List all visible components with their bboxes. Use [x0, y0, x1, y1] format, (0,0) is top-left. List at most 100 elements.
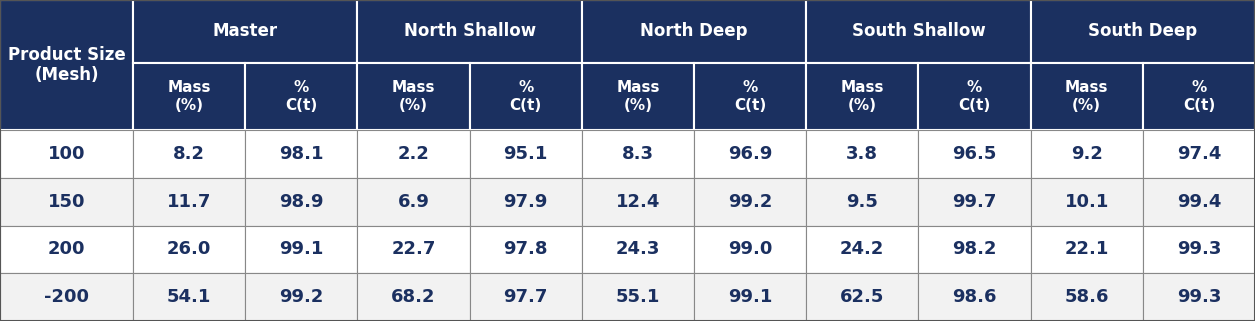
Text: 26.0: 26.0: [167, 240, 211, 258]
Text: 9.5: 9.5: [846, 193, 878, 211]
Bar: [469, 273, 582, 321]
Text: 62.5: 62.5: [840, 288, 885, 306]
Text: Mass
(%): Mass (%): [1065, 80, 1108, 113]
Bar: [133, 130, 245, 178]
Bar: [919, 273, 1030, 321]
Text: 100: 100: [48, 145, 85, 163]
Text: South Shallow: South Shallow: [852, 22, 985, 40]
Bar: [919, 178, 1030, 225]
Text: Mass
(%): Mass (%): [167, 80, 211, 113]
Bar: [133, 63, 245, 130]
Text: 99.3: 99.3: [1177, 288, 1221, 306]
Bar: [133, 178, 245, 225]
Bar: [694, 178, 806, 225]
Text: 97.9: 97.9: [503, 193, 548, 211]
Text: %
C(t): % C(t): [510, 80, 542, 113]
Text: 99.3: 99.3: [1177, 240, 1221, 258]
Bar: [1030, 0, 1255, 63]
Text: 8.2: 8.2: [173, 145, 205, 163]
Text: %
C(t): % C(t): [1182, 80, 1215, 113]
Bar: [358, 225, 469, 273]
Bar: [1030, 63, 1143, 130]
Bar: [245, 130, 358, 178]
Bar: [694, 225, 806, 273]
Text: Mass
(%): Mass (%): [841, 80, 884, 113]
Text: 99.7: 99.7: [953, 193, 996, 211]
Text: North Shallow: North Shallow: [404, 22, 536, 40]
Bar: [919, 130, 1030, 178]
Text: %
C(t): % C(t): [959, 80, 990, 113]
Bar: [919, 63, 1030, 130]
Text: Product Size
(Mesh): Product Size (Mesh): [8, 46, 126, 84]
Text: 99.2: 99.2: [728, 193, 772, 211]
Text: 22.1: 22.1: [1064, 240, 1109, 258]
Text: 10.1: 10.1: [1064, 193, 1109, 211]
Text: 98.1: 98.1: [279, 145, 324, 163]
Bar: [245, 273, 358, 321]
Text: Master: Master: [212, 22, 277, 40]
Bar: [245, 225, 358, 273]
Text: 3.8: 3.8: [846, 145, 878, 163]
Text: 99.1: 99.1: [728, 288, 772, 306]
Bar: [358, 0, 582, 63]
Bar: [469, 225, 582, 273]
Text: 68.2: 68.2: [392, 288, 435, 306]
Text: %
C(t): % C(t): [734, 80, 767, 113]
Bar: [1030, 130, 1143, 178]
Bar: [245, 178, 358, 225]
Text: 24.2: 24.2: [840, 240, 885, 258]
Bar: [1143, 63, 1255, 130]
Text: 24.3: 24.3: [616, 240, 660, 258]
Text: 99.0: 99.0: [728, 240, 772, 258]
Bar: [806, 178, 919, 225]
Text: 98.2: 98.2: [953, 240, 996, 258]
Bar: [133, 0, 358, 63]
Bar: [582, 225, 694, 273]
Text: 200: 200: [48, 240, 85, 258]
Bar: [1030, 178, 1143, 225]
Bar: [694, 130, 806, 178]
Bar: [0, 273, 133, 321]
Text: 55.1: 55.1: [616, 288, 660, 306]
Bar: [582, 130, 694, 178]
Bar: [469, 178, 582, 225]
Text: 58.6: 58.6: [1064, 288, 1109, 306]
Text: 8.3: 8.3: [622, 145, 654, 163]
Text: 98.6: 98.6: [953, 288, 996, 306]
Bar: [358, 273, 469, 321]
Text: 97.4: 97.4: [1177, 145, 1221, 163]
Text: 96.9: 96.9: [728, 145, 772, 163]
Text: -200: -200: [44, 288, 89, 306]
Bar: [1143, 130, 1255, 178]
Text: 12.4: 12.4: [616, 193, 660, 211]
Bar: [133, 273, 245, 321]
Text: 54.1: 54.1: [167, 288, 211, 306]
Bar: [0, 178, 133, 225]
Text: 97.7: 97.7: [503, 288, 548, 306]
Text: 99.4: 99.4: [1177, 193, 1221, 211]
Bar: [133, 225, 245, 273]
Text: 97.8: 97.8: [503, 240, 548, 258]
Bar: [1143, 225, 1255, 273]
Text: 6.9: 6.9: [398, 193, 429, 211]
Bar: [806, 130, 919, 178]
Bar: [0, 0, 133, 130]
Text: North Deep: North Deep: [640, 22, 748, 40]
Bar: [694, 273, 806, 321]
Text: Mass
(%): Mass (%): [616, 80, 660, 113]
Text: 22.7: 22.7: [392, 240, 435, 258]
Bar: [1030, 225, 1143, 273]
Bar: [806, 63, 919, 130]
Bar: [582, 273, 694, 321]
Bar: [0, 130, 133, 178]
Text: %
C(t): % C(t): [285, 80, 318, 113]
Bar: [694, 63, 806, 130]
Bar: [0, 225, 133, 273]
Text: 11.7: 11.7: [167, 193, 211, 211]
Text: 9.2: 9.2: [1071, 145, 1103, 163]
Text: 2.2: 2.2: [398, 145, 429, 163]
Bar: [358, 178, 469, 225]
Bar: [358, 63, 469, 130]
Bar: [582, 178, 694, 225]
Bar: [1143, 178, 1255, 225]
